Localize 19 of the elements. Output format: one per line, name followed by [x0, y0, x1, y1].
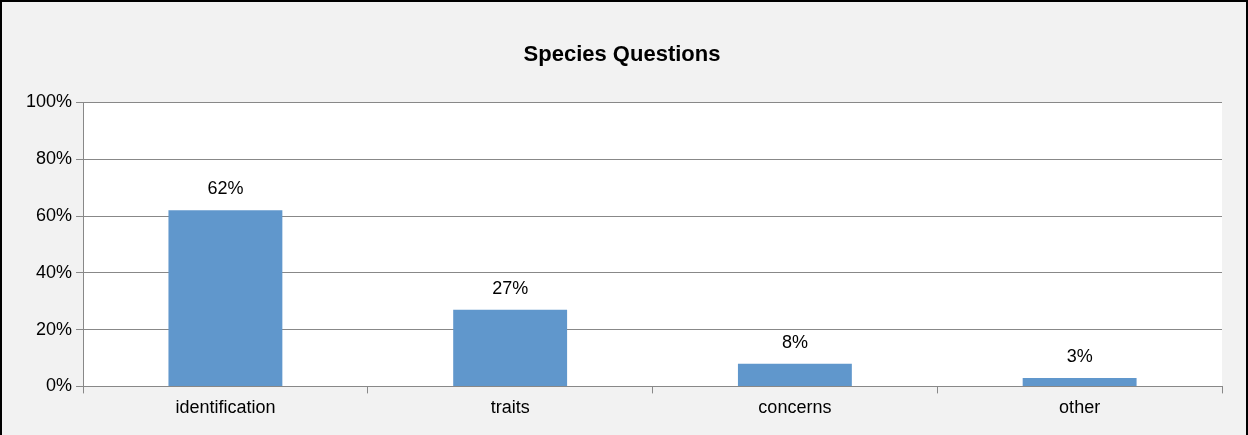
- x-tick-label: other: [1059, 397, 1101, 418]
- bar: [453, 309, 568, 386]
- y-tick-label: 60%: [36, 204, 73, 225]
- y-tick-label: 20%: [36, 318, 73, 339]
- y-tick-label: 0%: [46, 375, 73, 396]
- y-tick-label: 40%: [36, 261, 73, 282]
- data-label: 8%: [781, 331, 808, 352]
- bar: [737, 363, 852, 386]
- data-label: 62%: [207, 178, 244, 199]
- y-tick-label: 100%: [25, 91, 73, 112]
- data-label: 27%: [492, 277, 529, 298]
- chart-title: Species Questions: [523, 41, 721, 67]
- x-tick-label: concerns: [758, 397, 832, 418]
- data-label: 3%: [1066, 345, 1093, 366]
- bar: [168, 210, 283, 386]
- y-tick-label: 80%: [36, 148, 73, 169]
- bar: [1022, 377, 1137, 386]
- x-tick-label: traits: [490, 397, 530, 418]
- x-tick-label: identification: [175, 397, 276, 418]
